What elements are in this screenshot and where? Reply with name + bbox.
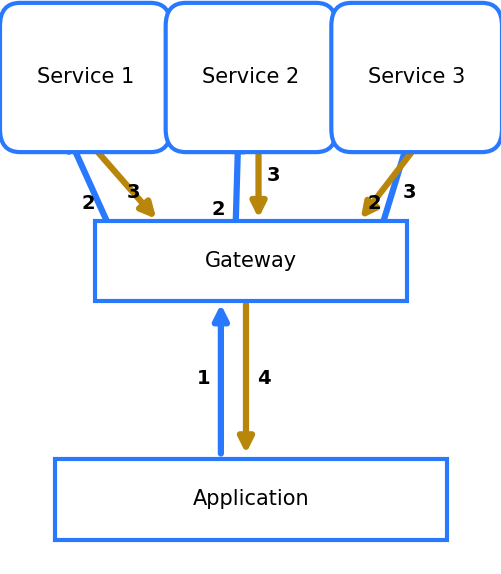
FancyBboxPatch shape (55, 459, 446, 540)
Text: Service 2: Service 2 (202, 68, 299, 87)
FancyBboxPatch shape (165, 3, 336, 152)
Text: Service 3: Service 3 (367, 68, 464, 87)
Text: Application: Application (192, 490, 309, 509)
Text: 1: 1 (196, 369, 210, 389)
Text: Service 1: Service 1 (37, 68, 134, 87)
Text: 3: 3 (402, 183, 415, 202)
FancyBboxPatch shape (331, 3, 501, 152)
Text: Gateway: Gateway (204, 251, 297, 271)
Text: 4: 4 (256, 369, 270, 389)
Text: 2: 2 (366, 194, 380, 214)
Text: 2: 2 (81, 194, 95, 214)
Text: 3: 3 (126, 183, 139, 202)
Text: 2: 2 (211, 200, 225, 219)
FancyBboxPatch shape (0, 3, 170, 152)
FancyBboxPatch shape (95, 221, 406, 301)
Text: 3: 3 (267, 165, 280, 185)
